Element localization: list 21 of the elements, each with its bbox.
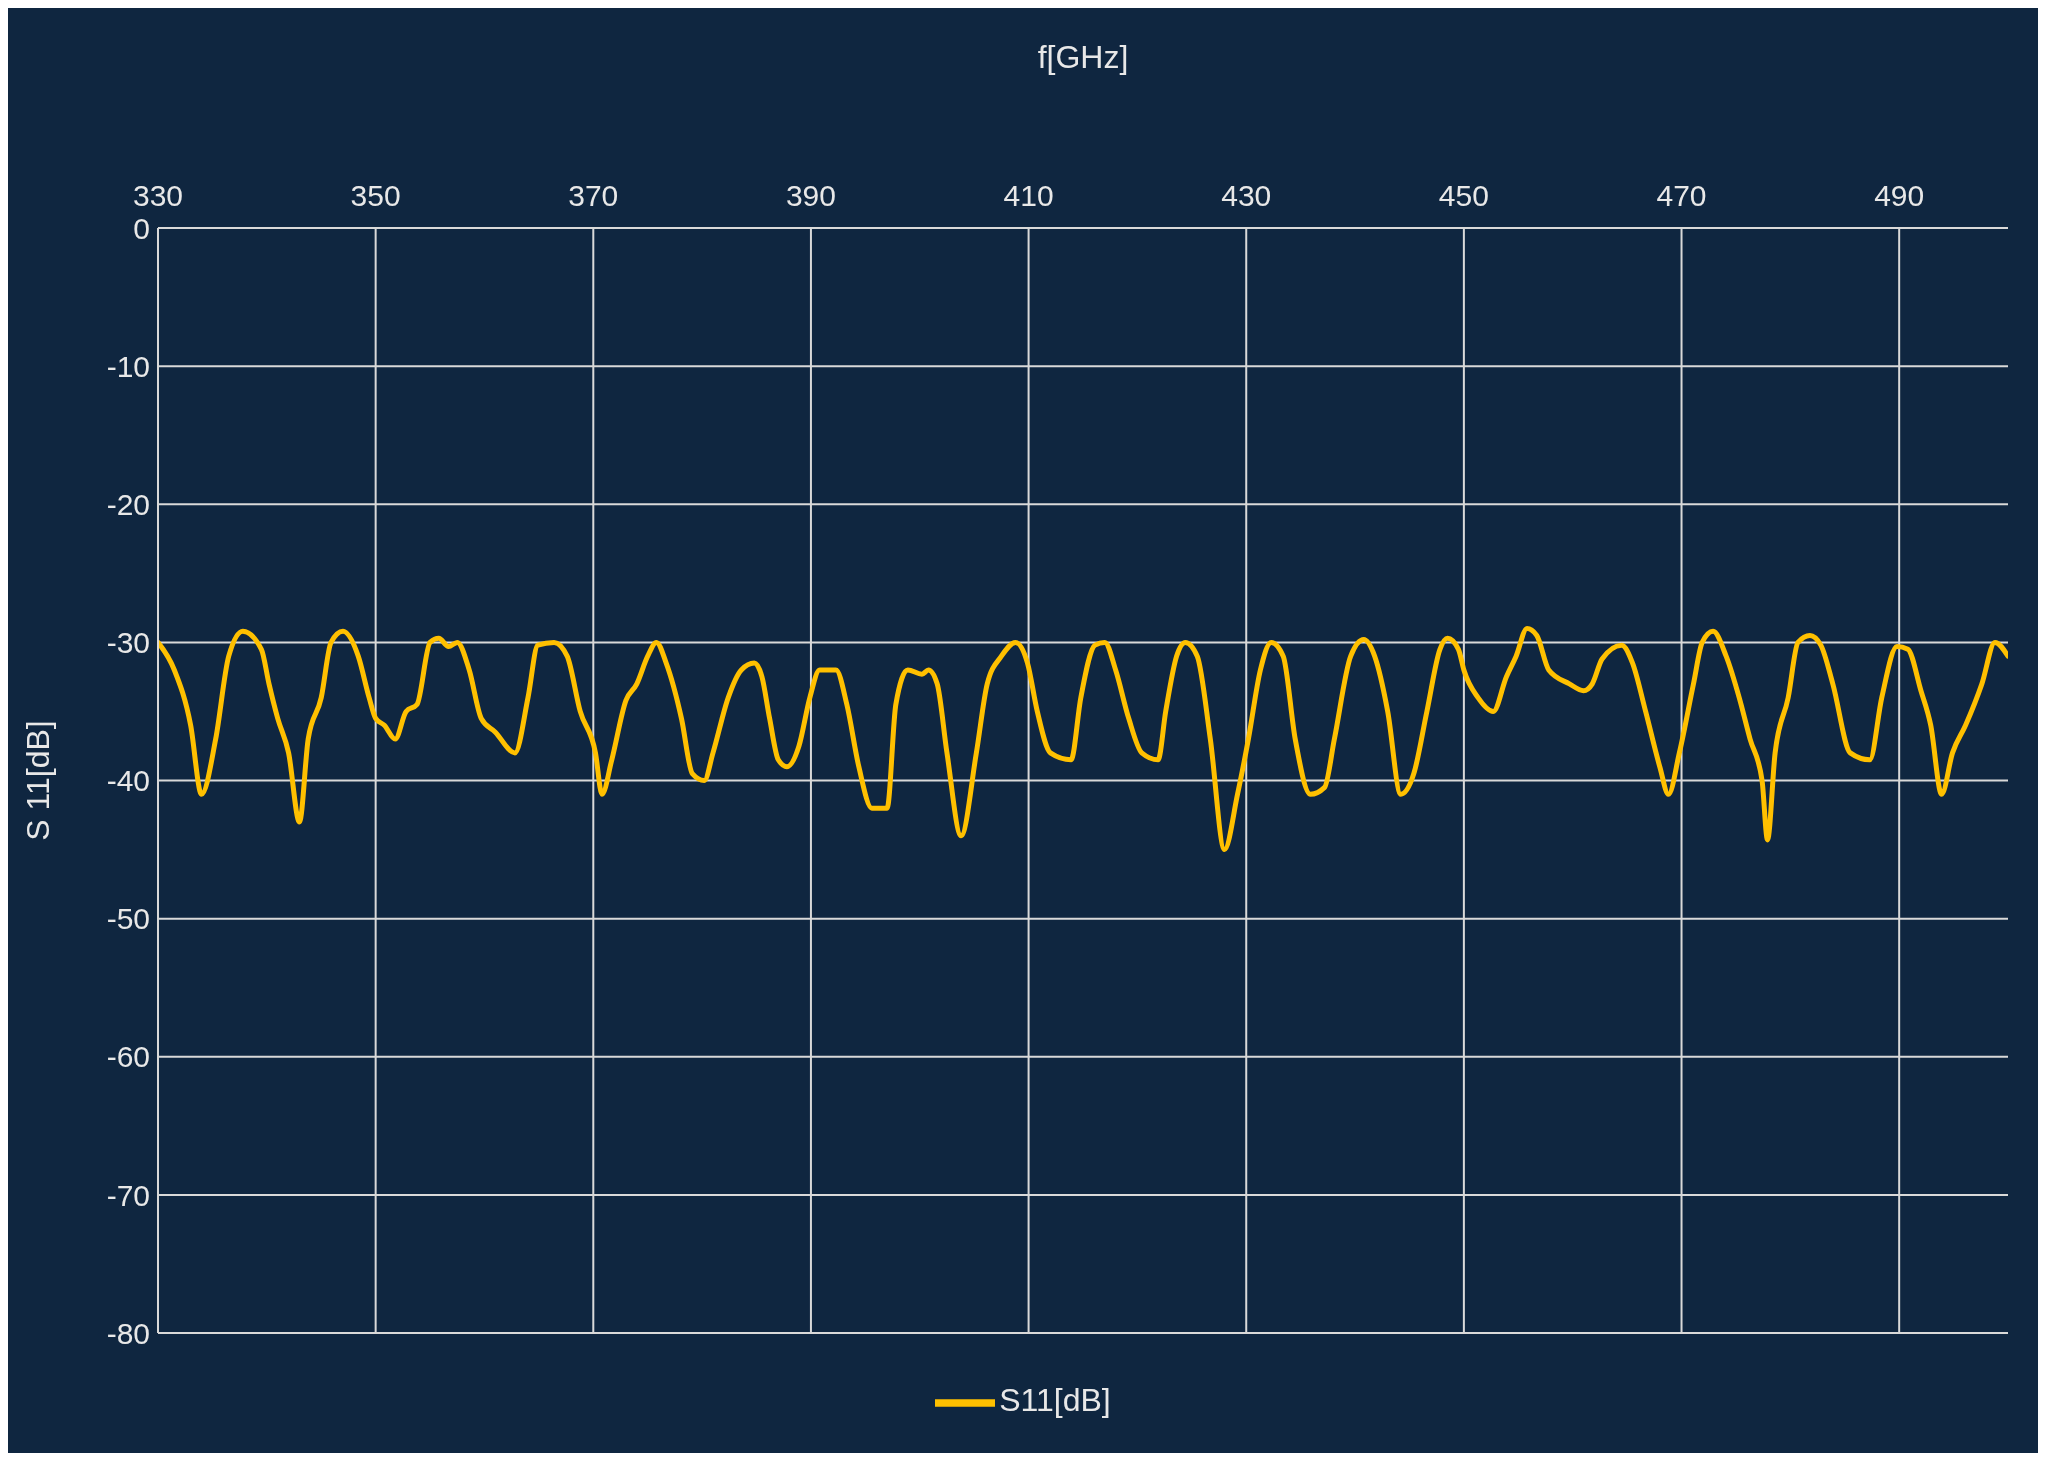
- x-axis-title: f[GHz]: [1037, 39, 1129, 75]
- y-tick-label: -60: [106, 1040, 150, 1074]
- y-tick-label: -80: [106, 1316, 150, 1350]
- x-tick-label: 470: [1656, 179, 1707, 212]
- x-tick-label: 330: [132, 179, 184, 212]
- y-tick-label: -40: [106, 764, 150, 798]
- x-tick-label: 370: [568, 179, 619, 212]
- x-tick-label: 490: [1874, 179, 1925, 212]
- y-axis-title: S 11[dB]: [20, 720, 57, 841]
- x-tick-label: 410: [1003, 179, 1054, 212]
- y-tick-label: 0: [133, 211, 150, 245]
- x-tick-label: 390: [785, 179, 836, 212]
- y-tick-label: -70: [106, 1178, 150, 1212]
- y-tick-label: -10: [106, 349, 150, 383]
- x-tick-label: 350: [350, 179, 401, 212]
- y-tick-label: -30: [106, 626, 150, 660]
- x-tick-label: 430: [1221, 179, 1272, 212]
- y-tick-label: -50: [106, 902, 150, 936]
- y-tick-label: -20: [106, 487, 150, 521]
- x-tick-label: 450: [1438, 179, 1489, 212]
- legend-label: S11[dB]: [999, 1382, 1111, 1419]
